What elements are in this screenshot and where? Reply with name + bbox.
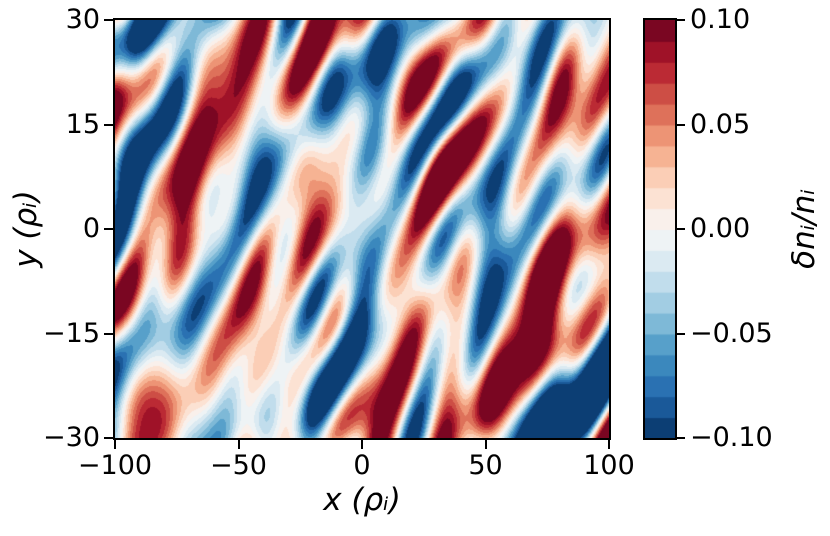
- colorbar-canvas: [645, 20, 675, 438]
- x-axis-label: x (ρᵢ): [323, 482, 401, 518]
- y-tick-mark: [104, 123, 113, 126]
- x-tick-label: 100: [583, 450, 635, 481]
- x-tick-mark: [237, 440, 240, 449]
- y-tick-label: 0: [82, 213, 100, 244]
- colorbar-label: δnᵢ/nᵢ: [786, 189, 822, 269]
- y-tick-mark: [104, 228, 113, 230]
- y-tick-label: −15: [43, 317, 100, 349]
- colorbar-tick-label: 0.00: [690, 213, 751, 244]
- y-axis-label: y (ρᵢ): [8, 190, 44, 268]
- colorbar-tick-mark: [677, 332, 685, 335]
- colorbar-tick-label: 0.10: [690, 4, 751, 35]
- x-tick-label: −100: [77, 450, 153, 481]
- x-tick-mark: [114, 440, 116, 449]
- y-tick-label: −30: [43, 422, 100, 453]
- x-tick-mark: [608, 440, 610, 449]
- x-tick-label: −50: [210, 450, 267, 481]
- y-tick-label: 15: [65, 108, 100, 140]
- x-tick-mark: [484, 440, 487, 449]
- colorbar-tick-label: −0.05: [690, 317, 773, 349]
- y-tick-mark: [104, 332, 113, 335]
- y-tick-mark: [104, 437, 113, 439]
- colorbar-tick-mark: [677, 19, 685, 21]
- colorbar-tick-label: −0.10: [690, 422, 773, 453]
- x-tick-label: 0: [353, 450, 371, 481]
- colorbar-tick-label: 0.05: [690, 108, 751, 140]
- heatmap-canvas: [115, 20, 609, 438]
- colorbar-tick-mark: [677, 437, 685, 439]
- colorbar-tick-mark: [677, 228, 685, 230]
- x-tick-mark: [361, 440, 363, 449]
- colorbar-tick-mark: [677, 123, 685, 126]
- y-tick-label: 30: [65, 4, 100, 35]
- y-tick-mark: [104, 19, 113, 21]
- x-tick-label: 50: [468, 450, 503, 481]
